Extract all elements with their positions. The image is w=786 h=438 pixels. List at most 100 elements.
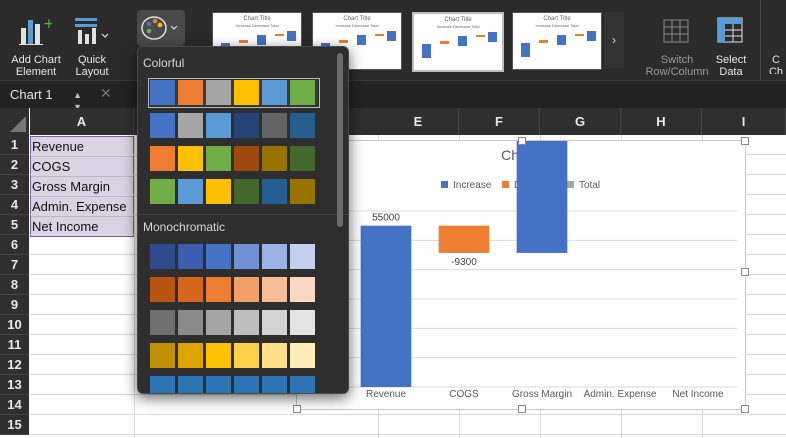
change-chart-type-button[interactable]: C Ch xyxy=(766,54,786,74)
chart-style-3[interactable]: Chart Title Increase Decrease Total xyxy=(412,12,504,72)
color-swatch xyxy=(234,277,259,302)
palette-option[interactable] xyxy=(148,78,320,108)
switch-row-column-icon xyxy=(663,19,689,43)
legend-label[interactable]: Total xyxy=(579,180,600,191)
color-swatch xyxy=(290,113,315,138)
color-swatch xyxy=(262,343,287,368)
quick-layout-button[interactable]: Quick Layout xyxy=(68,6,116,78)
name-box-stepper-icon[interactable]: ▲ ▼ xyxy=(73,90,82,112)
gallery-thumb-bar xyxy=(239,40,248,43)
row-header[interactable]: 9 xyxy=(0,295,29,315)
row-header[interactable]: 13 xyxy=(0,375,29,395)
column-header-f[interactable]: F xyxy=(459,108,540,135)
corner-triangle-icon xyxy=(10,116,26,132)
dropdown-scrollbar[interactable] xyxy=(337,53,343,227)
color-swatch xyxy=(206,80,231,105)
palette-option[interactable] xyxy=(150,343,318,369)
gallery-thumb-bar xyxy=(521,43,530,57)
gallery-thumb-bar xyxy=(375,34,384,36)
gallery-thumb-legend: Increase Decrease Total xyxy=(235,23,279,28)
palette-option[interactable] xyxy=(150,113,318,139)
legend-label[interactable]: Increase xyxy=(453,180,492,191)
column-header-i[interactable]: I xyxy=(702,108,786,135)
select-data-button[interactable]: Select Data xyxy=(708,6,754,78)
row-header[interactable]: 10 xyxy=(0,315,29,335)
gallery-thumb-legend: Increase Decrease Total xyxy=(535,23,579,28)
category-label[interactable]: Net Income xyxy=(672,389,724,400)
resize-handle[interactable] xyxy=(518,405,526,413)
color-swatch xyxy=(290,343,315,368)
cancel-icon[interactable]: ✕ xyxy=(100,85,112,101)
palette-icon xyxy=(141,16,178,40)
palette-option[interactable] xyxy=(150,244,318,270)
legend-swatch xyxy=(441,181,448,188)
palette-option[interactable] xyxy=(150,376,318,393)
change-colors-dropdown[interactable]: Colorful Monochromatic xyxy=(137,46,349,394)
row-header[interactable]: 6 xyxy=(0,235,29,255)
gallery-thumb-bar xyxy=(476,35,485,37)
data-label[interactable]: 55000 xyxy=(372,213,400,224)
row-header[interactable]: 4 xyxy=(0,195,29,215)
color-swatch xyxy=(206,146,231,171)
resize-handle[interactable] xyxy=(741,405,749,413)
palette-option[interactable] xyxy=(150,277,318,303)
resize-handle[interactable] xyxy=(741,137,749,145)
data-label[interactable]: -9300 xyxy=(451,257,477,268)
category-label[interactable]: Gross Margin xyxy=(512,389,572,400)
cell-a1[interactable]: Revenue xyxy=(30,137,133,157)
column-header-g[interactable]: G xyxy=(540,108,621,135)
gallery-thumb-bar xyxy=(587,31,596,41)
name-box[interactable]: Chart 1 ▲ ▼ xyxy=(4,84,88,112)
category-label[interactable]: COGS xyxy=(449,389,479,400)
gallery-thumb-title: Chart Title xyxy=(444,17,472,23)
row-header[interactable]: 7 xyxy=(0,255,29,275)
add-chart-element-icon: + xyxy=(19,16,52,45)
switch-row-column-button[interactable]: Switch Row/Column xyxy=(644,6,710,78)
change-colors-button[interactable] xyxy=(137,10,185,46)
category-label[interactable]: Revenue xyxy=(366,389,406,400)
row-header[interactable]: 12 xyxy=(0,355,29,375)
palette-option[interactable] xyxy=(150,310,318,336)
row-header[interactable]: 15 xyxy=(0,415,29,435)
add-chart-element-button[interactable]: + Add Chart Element xyxy=(6,6,66,78)
color-swatch xyxy=(150,343,175,368)
column-header-e[interactable]: E xyxy=(378,108,459,135)
row-header[interactable]: 1 xyxy=(0,135,29,155)
resize-handle[interactable] xyxy=(518,137,526,145)
category-label[interactable]: Admin. Expense xyxy=(584,389,657,400)
row-header[interactable]: 14 xyxy=(0,395,29,415)
gallery-thumb-bar xyxy=(422,44,431,58)
row-header[interactable]: 5 xyxy=(0,215,29,235)
color-swatch xyxy=(290,146,315,171)
gallery-next-icon[interactable]: › xyxy=(604,12,624,68)
bar-cogs[interactable] xyxy=(438,225,490,253)
palette-option[interactable] xyxy=(150,146,318,172)
cell-a3[interactable]: Gross Margin xyxy=(30,177,133,197)
add-chart-element-label: Add Chart Element xyxy=(11,54,61,78)
chart-style-4[interactable]: Chart Title Increase Decrease Total xyxy=(512,12,602,70)
row-gridline xyxy=(30,414,786,415)
cell-a4[interactable]: Admin. Expense xyxy=(30,197,133,217)
color-swatch xyxy=(262,80,287,105)
color-swatch xyxy=(290,80,315,105)
color-swatch xyxy=(234,343,259,368)
resize-handle[interactable] xyxy=(741,268,749,276)
color-swatch xyxy=(262,179,287,204)
bar-revenue[interactable] xyxy=(360,225,412,387)
color-swatch xyxy=(178,80,203,105)
gallery-thumb-bar xyxy=(557,35,566,45)
cell-a2[interactable]: COGS xyxy=(30,157,133,177)
resize-handle[interactable] xyxy=(293,405,301,413)
select-all-corner[interactable] xyxy=(0,108,29,135)
palette-option[interactable] xyxy=(150,179,318,205)
column-header-h[interactable]: H xyxy=(621,108,702,135)
column-header-a[interactable]: A xyxy=(30,108,134,135)
bar-gross-margin[interactable] xyxy=(516,118,568,253)
row-header[interactable]: 11 xyxy=(0,335,29,355)
waterfall-chart[interactable]: Chart Title IncreaseDecreaseTotal55000Re… xyxy=(293,0,749,413)
row-header[interactable]: 2 xyxy=(0,155,29,175)
select-data-icon xyxy=(717,17,743,43)
row-header[interactable]: 8 xyxy=(0,275,29,295)
legend-swatch xyxy=(567,181,574,188)
row-header[interactable]: 3 xyxy=(0,175,29,195)
